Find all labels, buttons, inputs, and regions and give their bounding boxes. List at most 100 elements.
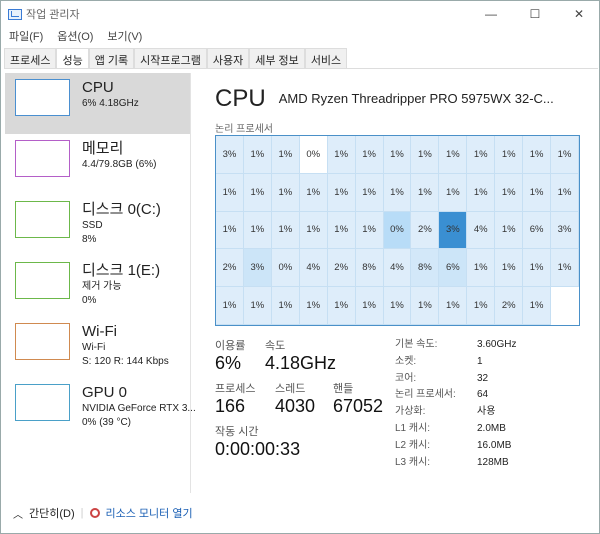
usage-label: 이용률 [215,340,246,352]
menu-item[interactable]: 파일(F) [9,31,44,43]
tab-2[interactable]: 앱 기록 [88,48,135,68]
processor-cell: 1% [299,287,328,325]
footer: ︿ 간단히(D) | 리소스 모니터 열기 [13,505,193,521]
sidebar-item-detail: SSD [82,220,103,231]
spec-value: 64 [477,389,489,401]
tab-5[interactable]: 세부 정보 [249,48,305,68]
processor-cell: 1% [271,136,300,174]
sidebar: CPU 6% 4.18GHz 메모리 4.4/79.8GB (6%) 디스크 0(C:)… [5,73,196,493]
processor-cell: 1% [383,136,412,174]
title-bar: 작업 관리자 — ☐ ✕ [1,1,600,27]
close-button[interactable]: ✕ [573,7,585,21]
processor-cell: 1% [439,287,468,325]
threads-value: 4030 [275,396,316,416]
sidebar-item-info: Wi-Fi Wi-Fi S: 120 R: 144 Kbps [82,323,169,378]
menu-item[interactable]: 옵션(O) [57,31,94,43]
processor-cell: 1% [551,173,579,212]
spec-value: 사용 [477,406,496,418]
sidebar-item-name: 메모리 [82,140,124,157]
processor-cell: 1% [243,173,272,212]
processor-cell: 1% [216,173,244,212]
sidebar-item-name: 디스크 1(E:) [82,262,161,279]
sidebar-item-info: GPU 0 NVIDIA GeForce RTX 3... 0% (39 °C) [82,384,196,439]
spec-row: L1 캐시: 2.0MB [395,421,516,438]
sidebar-item-info: CPU 6% 4.18GHz [82,79,139,134]
spec-label: 가상화: [395,406,426,418]
sidebar-item[interactable]: Wi-Fi Wi-Fi S: 120 R: 144 Kbps [5,317,190,378]
processor-cell: 3% [439,211,468,250]
usage-graph-thumbnail [15,384,70,421]
sidebar-item-detail: NVIDIA GeForce RTX 3... [82,403,196,414]
sidebar-item[interactable]: 디스크 1(E:) 제거 가능 0% [5,256,190,317]
sidebar-item[interactable]: GPU 0 NVIDIA GeForce RTX 3... 0% (39 °C) [5,378,196,439]
tab-1[interactable]: 성능 [56,48,89,68]
processor-cell: 1% [411,287,440,325]
processor-cell: 1% [467,173,496,212]
usage-graph-thumbnail [15,79,70,116]
spec-row: 코어: 32 [395,371,516,388]
processor-cell: 4% [383,249,412,288]
processor-cell: 1% [495,136,524,174]
window-title: 작업 관리자 [26,9,80,21]
processor-cell: 1% [327,211,356,250]
spec-value: 128MB [477,456,509,468]
maximize-button[interactable]: ☐ [529,7,541,21]
sidebar-item[interactable]: CPU 6% 4.18GHz [5,73,190,134]
sidebar-item-info: 메모리 4.4/79.8GB (6%) [82,140,156,195]
menu-bar: 파일(F) 옵션(O) 보기(V) [1,28,142,46]
processor-cell: 1% [271,211,300,250]
tab-3[interactable]: 시작프로그램 [134,48,207,68]
sidebar-item-name: Wi-Fi [82,323,117,340]
sidebar-item-detail: Wi-Fi [82,342,106,353]
processor-cell: 1% [467,249,496,288]
processor-cell: 1% [523,249,552,288]
tab-6[interactable]: 서비스 [304,48,348,68]
processor-cell: 1% [551,136,579,174]
open-resource-monitor-link[interactable]: 리소스 모니터 열기 [105,508,193,520]
menu-item[interactable]: 보기(V) [107,31,143,43]
usage-graph-thumbnail [15,323,70,360]
processor-cell: 1% [439,173,468,212]
processor-cell: 1% [523,136,552,174]
tab-4[interactable]: 사용자 [206,48,250,68]
sidebar-item-detail: 4.4/79.8GB (6%) [82,159,157,170]
spec-label: 소켓: [395,355,417,367]
spec-label: L2 캐시: [395,439,431,451]
processor-cell: 1% [495,249,524,288]
divider: | [80,507,84,519]
sidebar-item[interactable]: 메모리 4.4/79.8GB (6%) [5,134,190,195]
processor-cell: 4% [467,211,496,250]
tab-bar: 프로세스 성능 앱 기록 시작프로그램 사용자 세부 정보 서비스 [4,48,598,69]
sidebar-item-detail: 0% [82,295,97,306]
sidebar-item-detail: 0% (39 °C) [82,417,132,428]
chevron-up-icon[interactable]: ︿ [13,509,23,521]
processor-cell: 1% [355,173,384,212]
cpu-stats: 이용률 6% 속도 4.18GHz 프로세스 166 스레드 4030 핸들 67052 … [215,337,383,460]
usage-graph-thumbnail [15,140,70,177]
processor-cell: 8% [411,249,440,288]
processor-cell: 1% [467,287,496,325]
spec-value: 32 [477,372,489,384]
processor-cell: 1% [523,173,552,212]
processor-cell: 2% [327,249,356,288]
processor-cell: 1% [299,211,328,250]
processor-cell: 0% [299,136,328,174]
spec-value: 3.60GHz [477,339,517,350]
processor-cell: 4% [299,249,328,288]
processor-cell: 1% [271,173,300,212]
collapse-button[interactable]: 간단히(D) [29,508,75,520]
cpu-model: AMD Ryzen Threadripper PRO 5975WX 32-C..… [278,91,554,106]
minimize-button[interactable]: — [485,7,497,21]
sidebar-item-detail: 6% 4.18GHz [82,98,139,109]
sidebar-item-name: GPU 0 [82,384,128,401]
tab-0[interactable]: 프로세스 [4,48,57,68]
processor-cell: 1% [216,287,244,325]
sidebar-item-name: CPU [82,79,114,96]
spec-row: L2 캐시: 16.0MB [395,438,516,455]
processor-cell: 1% [439,136,468,174]
usage-graph-thumbnail [15,201,70,238]
sidebar-item[interactable]: 디스크 0(C:) SSD 8% [5,195,190,256]
spec-value: 1 [477,355,483,367]
processor-cell: 3% [243,249,272,288]
processor-cell: 6% [523,211,552,250]
